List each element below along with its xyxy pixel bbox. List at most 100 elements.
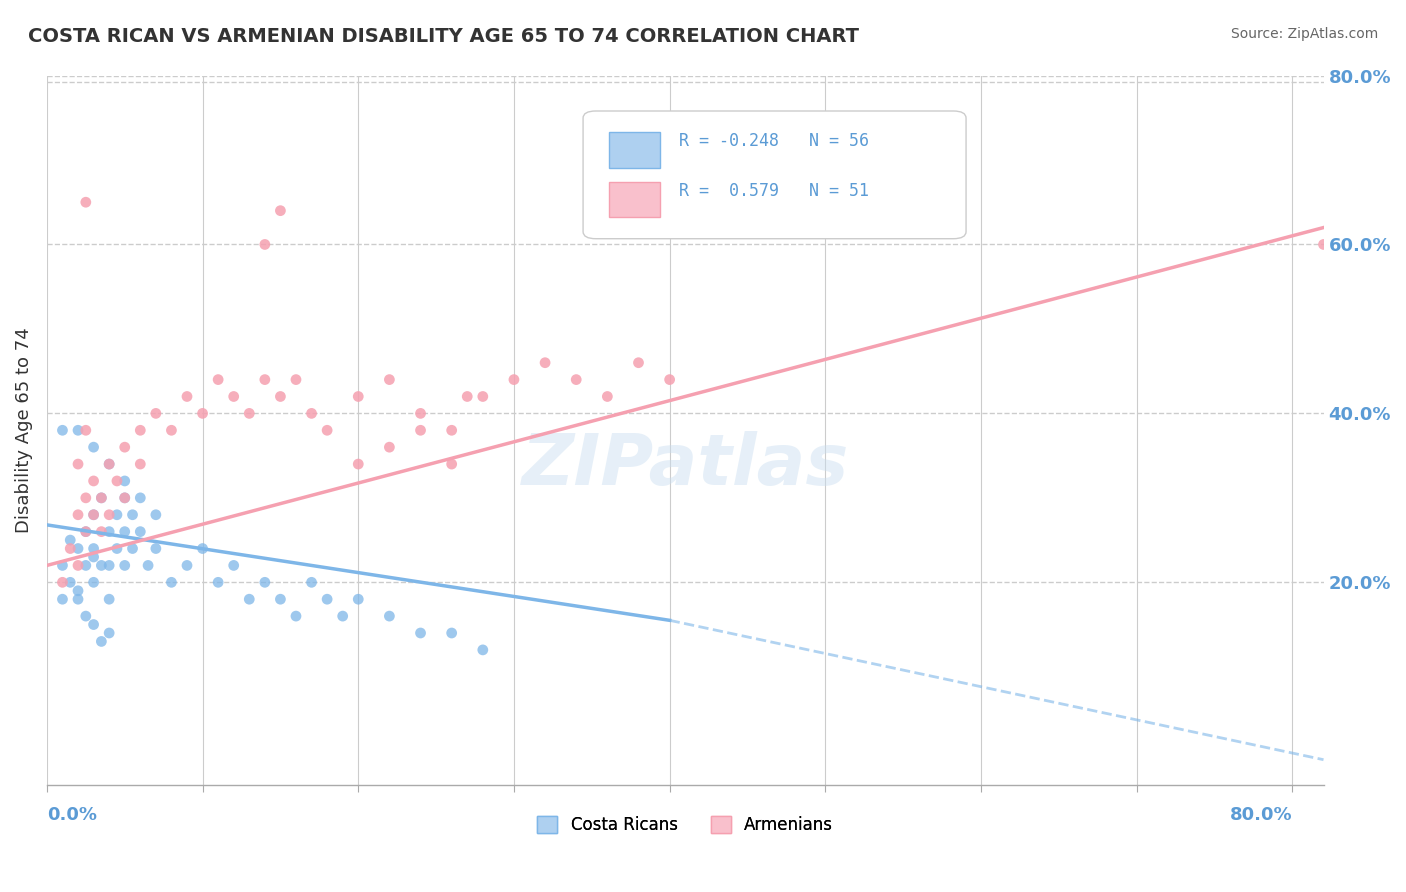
Point <box>98 592 121 607</box>
Point <box>66 592 89 607</box>
Point <box>51 423 73 437</box>
FancyBboxPatch shape <box>609 132 659 168</box>
Point <box>66 558 89 573</box>
Point <box>90 558 112 573</box>
Point <box>269 203 291 218</box>
Text: COSTA RICAN VS ARMENIAN DISABILITY AGE 65 TO 74 CORRELATION CHART: COSTA RICAN VS ARMENIAN DISABILITY AGE 6… <box>28 27 859 45</box>
Point <box>534 356 557 370</box>
Point <box>75 609 97 624</box>
Point <box>145 541 167 556</box>
Point <box>75 524 97 539</box>
Point <box>378 373 401 387</box>
Point <box>75 195 97 210</box>
Point <box>90 491 112 505</box>
Point <box>114 558 136 573</box>
Point <box>565 373 588 387</box>
Text: 80.0%: 80.0% <box>1230 806 1292 824</box>
Point <box>440 457 463 471</box>
Point <box>66 423 89 437</box>
Point <box>253 575 276 590</box>
Point <box>105 474 128 488</box>
Point <box>440 626 463 640</box>
Point <box>471 389 494 403</box>
Point <box>98 626 121 640</box>
Point <box>114 474 136 488</box>
Point <box>409 626 432 640</box>
Point <box>129 524 152 539</box>
FancyBboxPatch shape <box>609 182 659 218</box>
Point <box>269 592 291 607</box>
Point <box>59 533 82 547</box>
Point <box>83 541 105 556</box>
Point <box>347 592 370 607</box>
Point <box>129 423 152 437</box>
Point <box>378 440 401 454</box>
Point <box>176 558 198 573</box>
Point <box>136 558 159 573</box>
Point <box>503 373 526 387</box>
Point <box>301 406 323 420</box>
Point <box>51 558 73 573</box>
Point <box>98 457 121 471</box>
Point <box>1312 237 1334 252</box>
Point <box>114 440 136 454</box>
Point <box>83 508 105 522</box>
Point <box>66 583 89 598</box>
Point <box>269 389 291 403</box>
Point <box>471 643 494 657</box>
Point <box>191 406 214 420</box>
Point <box>238 592 260 607</box>
Point <box>129 457 152 471</box>
Point <box>409 423 432 437</box>
Y-axis label: Disability Age 65 to 74: Disability Age 65 to 74 <box>15 327 32 533</box>
Point <box>83 508 105 522</box>
Point <box>98 524 121 539</box>
Point <box>409 406 432 420</box>
Point <box>114 491 136 505</box>
Legend: Costa Ricans, Armenians: Costa Ricans, Armenians <box>530 809 839 840</box>
Point <box>90 524 112 539</box>
Point <box>90 491 112 505</box>
FancyBboxPatch shape <box>583 111 966 239</box>
Point <box>83 440 105 454</box>
Point <box>121 508 143 522</box>
Text: R = -0.248   N = 56: R = -0.248 N = 56 <box>679 133 869 151</box>
Text: 0.0%: 0.0% <box>46 806 97 824</box>
Point <box>238 406 260 420</box>
Point <box>347 389 370 403</box>
Point <box>129 491 152 505</box>
Point <box>440 423 463 437</box>
Point <box>456 389 478 403</box>
Point <box>66 457 89 471</box>
Point <box>75 491 97 505</box>
Point <box>285 609 308 624</box>
Point <box>596 389 619 403</box>
Point <box>332 609 354 624</box>
Point <box>253 373 276 387</box>
Point <box>145 406 167 420</box>
Point <box>75 524 97 539</box>
Point <box>75 423 97 437</box>
Point <box>207 575 229 590</box>
Point <box>66 541 89 556</box>
Point <box>658 373 681 387</box>
Point <box>114 524 136 539</box>
Text: Source: ZipAtlas.com: Source: ZipAtlas.com <box>1230 27 1378 41</box>
Text: R =  0.579   N = 51: R = 0.579 N = 51 <box>679 182 869 200</box>
Point <box>316 423 339 437</box>
Point <box>378 609 401 624</box>
Point <box>207 373 229 387</box>
Point <box>51 575 73 590</box>
Point <box>59 575 82 590</box>
Point <box>316 592 339 607</box>
Point <box>160 423 183 437</box>
Point <box>145 508 167 522</box>
Text: ZIPatlas: ZIPatlas <box>522 431 849 500</box>
Point <box>176 389 198 403</box>
Point <box>160 575 183 590</box>
Point <box>285 373 308 387</box>
Point <box>59 541 82 556</box>
Point <box>51 592 73 607</box>
Point <box>627 356 650 370</box>
Point <box>347 457 370 471</box>
